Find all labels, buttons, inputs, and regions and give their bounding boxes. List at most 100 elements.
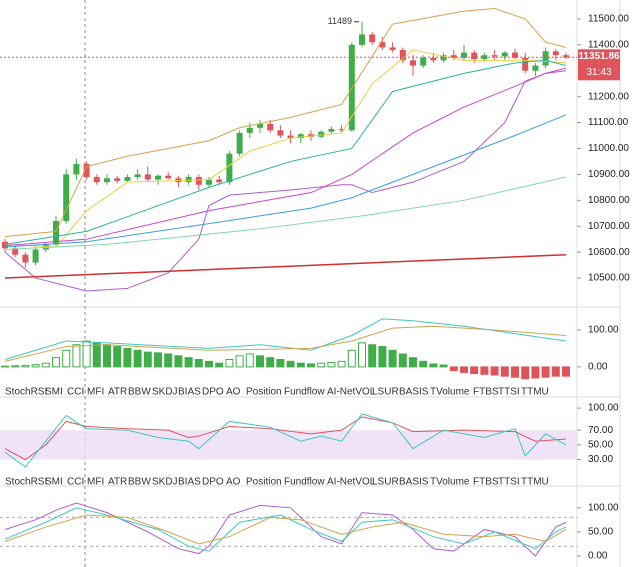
candle-body <box>32 249 39 263</box>
indicator-tab[interactable]: LSUR <box>372 477 399 488</box>
histogram-bar <box>470 366 479 375</box>
candle-body <box>104 178 110 183</box>
histogram-bar <box>286 360 295 368</box>
candle-body <box>22 254 29 263</box>
candle-body <box>42 244 49 250</box>
candle-body <box>185 176 192 183</box>
candle-body <box>512 52 518 58</box>
indicator-tab[interactable]: MFI <box>87 477 104 488</box>
indicator-line <box>4 49 567 248</box>
histogram-bar <box>113 346 122 368</box>
histogram-bar <box>460 366 468 373</box>
candle-body <box>410 60 416 66</box>
high-label: 11489 <box>328 16 352 26</box>
histogram-bar <box>205 360 213 368</box>
indicator-tab[interactable]: StochRSI <box>5 477 47 488</box>
indicator-tab[interactable]: TTSI <box>498 387 520 398</box>
histogram-bar <box>133 349 142 368</box>
histogram-bar <box>388 349 397 368</box>
y-tick-label: 11400.00 <box>588 39 629 50</box>
indicator-tab[interactable]: BIAS <box>178 387 201 398</box>
y-tick-label: 10900.00 <box>588 169 630 180</box>
candle-body <box>246 127 253 133</box>
indicator-tab[interactable]: BBW <box>128 477 151 488</box>
indicator-tab[interactable]: Position <box>246 477 282 488</box>
indicator-line <box>4 502 567 557</box>
histogram-bar <box>11 365 20 368</box>
indicator-tab[interactable]: Fundflow <box>284 387 325 398</box>
indicator-tab[interactable]: Position <box>246 387 282 398</box>
indicator-tab[interactable]: AI-NetVOL <box>327 387 376 398</box>
indicator-tab[interactable]: SKDJ <box>152 387 178 398</box>
candle-body <box>491 55 498 57</box>
candle-body <box>236 132 243 154</box>
candle-body <box>369 34 376 43</box>
histogram-bar <box>307 363 315 368</box>
indicator-tab[interactable]: AO <box>226 387 241 398</box>
candle-body <box>267 123 274 131</box>
histogram-bar <box>521 366 530 380</box>
histogram-bar <box>72 344 81 368</box>
indicator-line <box>4 318 567 360</box>
candle-body <box>359 34 365 45</box>
indicator-tab[interactable]: TTMU <box>521 387 549 398</box>
indicator-tab[interactable]: AI-NetVOL <box>327 477 376 488</box>
candle-body <box>12 248 19 255</box>
indicator-tab[interactable]: FTBS <box>473 477 499 488</box>
histogram-bar <box>562 366 570 377</box>
indicator-tab[interactable]: BBW <box>128 387 151 398</box>
indicator-tab[interactable]: BIAS <box>178 477 201 488</box>
indicator-tab[interactable]: DPO <box>202 387 224 398</box>
histogram-bar <box>449 366 458 372</box>
indicator-tab[interactable]: LSUR <box>372 387 399 398</box>
indicator-tab[interactable]: BASIS <box>399 477 429 488</box>
last-price-label: 11351.86 <box>578 51 620 62</box>
candle-body <box>461 52 467 58</box>
indicator-tab[interactable]: DPO <box>202 477 224 488</box>
candle-body <box>277 130 284 136</box>
candle-body <box>542 51 549 66</box>
histogram-bar <box>500 366 509 377</box>
candle-body <box>471 52 478 60</box>
candle-body <box>430 57 437 61</box>
indicator-line <box>4 325 567 362</box>
candle-body <box>216 179 223 183</box>
histogram-bar <box>276 359 285 368</box>
indicator-tab[interactable]: CCI <box>67 477 84 488</box>
histogram-bar <box>225 359 234 368</box>
candle-body <box>450 55 457 58</box>
indicator-tab[interactable]: StochRSI <box>5 387 47 398</box>
y-tick-label: 11200.00 <box>588 91 629 102</box>
candle-body <box>287 135 294 139</box>
histogram-bar <box>511 366 519 378</box>
candle-body <box>226 153 233 183</box>
y-tick-label: 10700.00 <box>588 221 630 232</box>
histogram-bar <box>215 362 224 368</box>
indicator-tab[interactable]: ATR <box>108 477 127 488</box>
indicator-tab[interactable]: CCI <box>67 387 84 398</box>
indicator-tab[interactable]: SMI <box>45 387 63 398</box>
indicator-tab[interactable]: MFI <box>87 387 104 398</box>
histogram-bar <box>347 349 356 368</box>
histogram-bar <box>296 362 305 368</box>
histogram-bar <box>317 362 326 368</box>
indicator-line <box>4 253 567 279</box>
indicator-tab[interactable]: TVolume <box>430 387 470 398</box>
candle-body <box>257 123 263 128</box>
y-tick-label: 50.00 <box>588 527 613 538</box>
indicator-tab[interactable]: TVolume <box>430 477 470 488</box>
indicator-tab[interactable]: FTBS <box>473 387 499 398</box>
indicator-tab[interactable]: TTMU <box>521 477 549 488</box>
indicator-tab[interactable]: TTSI <box>498 477 520 488</box>
indicator-tab[interactable]: Fundflow <box>284 477 325 488</box>
histogram-bar <box>541 366 550 378</box>
indicator-tab[interactable]: BASIS <box>399 387 429 398</box>
indicator-line <box>4 8 567 238</box>
candle-body <box>379 42 386 48</box>
indicator-tab[interactable]: ATR <box>108 387 127 398</box>
indicator-tab[interactable]: SKDJ <box>152 477 178 488</box>
countdown: 31:43 <box>586 67 611 78</box>
indicator-tab[interactable]: SMI <box>45 477 63 488</box>
indicator-tab[interactable]: AO <box>226 477 241 488</box>
candle-body <box>124 176 131 181</box>
